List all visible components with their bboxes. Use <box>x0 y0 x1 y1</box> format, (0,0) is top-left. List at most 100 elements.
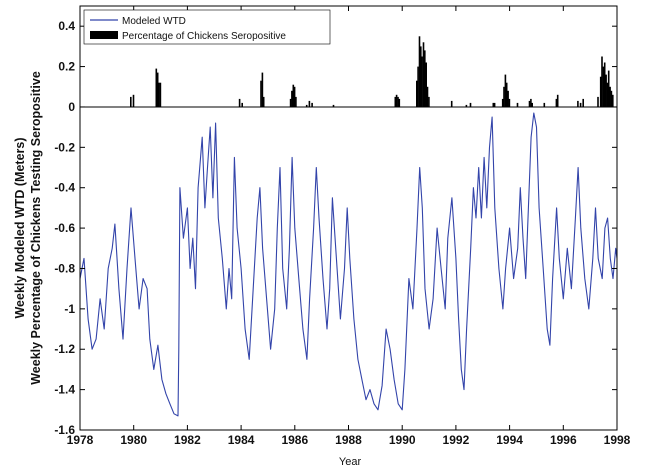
axes: 1978 1980 1982 1984 1986 1988 1990 1992 1994 1996… <box>54 5 631 447</box>
y-tick-label: -0.8 <box>54 261 75 275</box>
seropositive-bar <box>530 98 532 107</box>
y-tick-label: 0.4 <box>58 19 75 33</box>
seropositive-bar <box>416 80 418 107</box>
x-tick-label: 1978 <box>67 433 94 447</box>
y-tick-label: 0.2 <box>58 60 75 74</box>
seropositive-bar <box>289 98 292 107</box>
seropositive-bar <box>503 86 505 107</box>
legend-label-wtd: Modeled WTD <box>122 16 186 27</box>
seropositive-bar <box>602 66 605 107</box>
legend: Modeled WTD Percentage of Chickens Serop… <box>83 9 331 45</box>
y-tick-label: -0.2 <box>54 140 75 154</box>
seropositive-bar <box>516 102 519 107</box>
seropositive-bar <box>397 96 399 107</box>
seropositive-bar <box>420 46 422 107</box>
seropositive-bar <box>418 36 421 107</box>
seropositive-bar <box>238 98 241 107</box>
seropositive-bar <box>469 102 472 107</box>
seropositive-bar <box>555 98 558 107</box>
y-axis-title-line1: Weekly Modeled WTD (Meters) <box>13 137 27 318</box>
y-tick-label: -1 <box>64 302 75 316</box>
seropositive-bar <box>450 100 453 107</box>
seropositive-bar <box>394 96 397 107</box>
seropositive-series <box>130 36 614 107</box>
seropositive-bar <box>507 90 509 107</box>
x-tick-label: 1998 <box>604 433 631 447</box>
x-tick-label: 1988 <box>335 433 362 447</box>
seropositive-bar <box>292 84 295 107</box>
seropositive-bar <box>493 102 496 107</box>
y-tick-label: -0.4 <box>54 181 75 195</box>
seropositive-bar <box>599 76 602 107</box>
seropositive-bar <box>424 50 426 107</box>
seropositive-bar <box>508 98 511 107</box>
seropositive-bar <box>606 82 609 107</box>
seropositive-bar <box>543 102 546 107</box>
seropositive-bar <box>332 104 335 107</box>
seropositive-bar <box>421 56 423 107</box>
x-tick-label: 1994 <box>496 433 523 447</box>
x-tick-label: 1992 <box>443 433 470 447</box>
x-axis-title: Year <box>339 456 362 468</box>
wtd-series <box>79 112 618 417</box>
seropositive-bar <box>130 96 132 107</box>
seropositive-bar <box>395 94 398 107</box>
seropositive-bar <box>603 62 606 107</box>
seropositive-bar <box>158 82 160 107</box>
seropositive-bar <box>155 68 158 107</box>
seropositive-bar <box>311 102 313 107</box>
y-tick-label: -0.6 <box>54 221 75 235</box>
seropositive-bar <box>261 72 264 107</box>
seropositive-bar <box>417 66 419 107</box>
seropositive-bar <box>501 98 504 107</box>
seropositive-bar <box>605 74 607 107</box>
seropositive-bar <box>291 90 293 107</box>
y-tick-label: -1.4 <box>54 383 75 397</box>
seropositive-bar <box>305 104 308 107</box>
x-tick-label: 1996 <box>550 433 577 447</box>
seropositive-bar <box>159 82 162 107</box>
seropositive-bar <box>428 96 430 107</box>
seropositive-bar <box>422 42 425 107</box>
seropositive-bar <box>260 80 262 107</box>
seropositive-bar <box>241 102 243 107</box>
seropositive-bar <box>531 102 533 107</box>
y-tick-label: -1.6 <box>54 423 75 437</box>
seropositive-bar <box>577 100 579 107</box>
seropositive-bar <box>582 98 584 107</box>
x-tick-label: 1980 <box>120 433 147 447</box>
seropositive-bar <box>505 82 508 107</box>
seropositive-bar <box>426 86 429 107</box>
legend-swatch-seropositive <box>90 31 118 39</box>
legend-box <box>83 9 331 45</box>
seropositive-bar <box>607 70 610 107</box>
seropositive-bar <box>156 72 159 107</box>
x-tick-label: 1982 <box>174 433 201 447</box>
seropositive-bar <box>609 86 611 107</box>
y-tick-label: 0 <box>68 100 75 114</box>
seropositive-bar <box>601 56 603 107</box>
x-tick-label: 1984 <box>228 433 255 447</box>
x-tick-label: 1986 <box>281 433 308 447</box>
x-tick-label: 1990 <box>389 433 416 447</box>
wtd-line <box>79 112 618 417</box>
seropositive-bar <box>295 96 297 107</box>
seropositive-bar <box>597 96 599 107</box>
seropositive-bar <box>465 104 468 107</box>
seropositive-bar <box>398 98 401 107</box>
seropositive-bar <box>579 102 582 107</box>
seropositive-bar <box>556 94 559 107</box>
seropositive-bar <box>132 94 135 107</box>
seropositive-bar <box>504 74 507 107</box>
seropositive-bar <box>425 62 427 107</box>
seropositive-bar <box>262 96 265 107</box>
seropositive-bar <box>612 94 614 107</box>
seropositive-bar <box>308 100 311 107</box>
seropositive-bar <box>610 90 613 107</box>
y-axis-title-line2: Weekly Percentage of Chickens Testing Se… <box>29 71 43 385</box>
seropositive-bar <box>492 102 495 107</box>
seropositive-bar <box>528 100 531 107</box>
legend-label-seropositive: Percentage of Chickens Seropositive <box>122 31 286 42</box>
y-tick-label: -1.2 <box>54 342 75 356</box>
seropositive-bar <box>293 86 296 107</box>
